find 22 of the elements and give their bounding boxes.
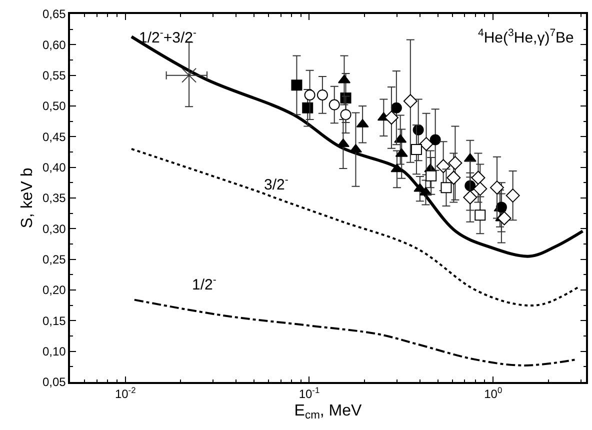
y-tick-label: 0,45 [42, 130, 66, 144]
y-axis-title: S, keV b [18, 168, 36, 228]
annotation: 1/2$^{-}$ [192, 274, 217, 294]
y-tick-label: 0,60 [42, 38, 66, 52]
annotation: $^{4}$He($^{3}$He,γ)$^{7}$Be [478, 27, 574, 46]
y-tick-label: 0,30 [42, 222, 66, 236]
y-tick-label: 0,15 [42, 314, 66, 328]
y-tick-label: 0,65 [42, 7, 66, 22]
y-tick-label: 0,10 [42, 344, 66, 359]
y-tick-label: 0,40 [42, 160, 66, 175]
x-tick-label: 10$^{-1}$ [298, 385, 320, 402]
x-tick-label: 10$^{-2}$ [114, 385, 136, 402]
annotation: 3/2$^{-}$ [264, 174, 289, 194]
y-tick-label: 0,25 [42, 252, 66, 267]
x-tick-label: 10$^{0}$ [484, 385, 502, 402]
y-tick-label: 0,20 [42, 283, 66, 298]
y-tick-label: 0,05 [42, 375, 66, 390]
y-tick-label: 0,35 [42, 191, 66, 206]
x-axis-title: E$_{cm}$, MeV [294, 402, 362, 422]
y-tick-label: 0,55 [42, 68, 66, 83]
y-tick-label: 0,50 [42, 99, 66, 114]
annotation: 1/2$^{-}$+3/2$^{-}$ [139, 27, 197, 46]
